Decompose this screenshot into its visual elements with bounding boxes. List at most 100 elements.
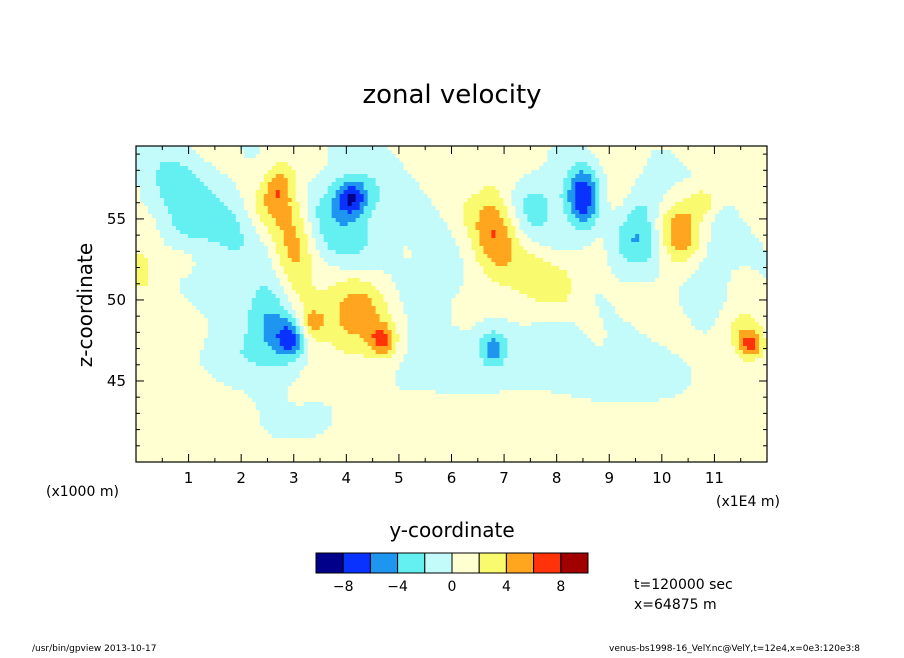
field-cell xyxy=(351,230,357,235)
field-cell xyxy=(279,330,285,335)
field-cell xyxy=(343,406,349,411)
field-cell xyxy=(319,226,325,231)
field-cell xyxy=(183,394,189,399)
field-cell xyxy=(219,294,225,299)
field-cell xyxy=(295,298,301,303)
field-cell xyxy=(155,330,161,335)
field-cell xyxy=(315,402,321,407)
field-cell xyxy=(235,458,241,463)
field-cell xyxy=(335,282,341,287)
field-cell xyxy=(267,190,273,195)
field-cell xyxy=(235,298,241,303)
field-cell xyxy=(319,186,325,191)
field-cell xyxy=(331,426,337,431)
field-cell xyxy=(275,242,281,247)
field-cell xyxy=(171,286,177,291)
field-cell xyxy=(299,414,305,419)
field-cell xyxy=(299,174,305,179)
field-cell xyxy=(167,430,173,435)
field-cell xyxy=(167,314,173,319)
field-cell xyxy=(199,254,205,259)
field-cell xyxy=(211,146,217,151)
field-cell xyxy=(379,294,385,299)
field-cell xyxy=(203,458,209,463)
field-cell xyxy=(319,274,325,279)
field-cell xyxy=(347,266,353,271)
field-cell xyxy=(219,358,225,363)
field-cell xyxy=(315,234,321,239)
field-cell xyxy=(143,358,149,363)
field-cell xyxy=(207,266,213,271)
field-cell xyxy=(136,422,141,427)
field-cell xyxy=(303,214,309,219)
field-cell xyxy=(259,162,265,167)
field-cell xyxy=(247,166,253,171)
field-cell xyxy=(299,162,305,167)
field-cell xyxy=(227,378,233,383)
field-cell xyxy=(143,246,149,251)
field-cell xyxy=(379,166,385,171)
field-cell xyxy=(143,306,149,311)
field-cell xyxy=(143,342,149,347)
field-cell xyxy=(307,326,313,331)
field-cell xyxy=(136,190,141,195)
field-cell xyxy=(279,430,285,435)
field-cell xyxy=(303,170,309,175)
field-cell xyxy=(151,246,157,251)
field-cell xyxy=(319,294,325,299)
field-cell xyxy=(323,210,329,215)
field-cell xyxy=(271,222,277,227)
field-cell xyxy=(275,258,281,263)
field-cell xyxy=(223,406,229,411)
field-cell xyxy=(147,298,153,303)
field-cell xyxy=(163,342,169,347)
field-cell xyxy=(136,414,141,419)
field-cell xyxy=(259,394,265,399)
field-cell xyxy=(363,438,369,443)
field-cell xyxy=(291,166,297,171)
field-cell xyxy=(239,254,245,259)
field-cell xyxy=(163,210,169,215)
field-cell xyxy=(383,198,389,203)
field-cell xyxy=(147,338,153,343)
field-cell xyxy=(251,158,257,163)
field-cell xyxy=(163,378,169,383)
field-cell xyxy=(319,190,325,195)
field-cell xyxy=(339,422,345,427)
field-cell xyxy=(255,430,261,435)
field-cell xyxy=(239,182,245,187)
field-cell xyxy=(187,234,193,239)
field-cell xyxy=(339,162,345,167)
field-cell xyxy=(151,150,157,155)
field-cell xyxy=(279,258,285,263)
field-cell xyxy=(151,254,157,259)
field-cell xyxy=(147,194,153,199)
field-cell xyxy=(136,418,141,423)
field-cell xyxy=(363,242,369,247)
field-cell xyxy=(383,442,389,447)
field-cell xyxy=(371,410,377,415)
field-cell xyxy=(207,262,213,267)
field-cell xyxy=(255,398,261,403)
field-cell xyxy=(335,226,341,231)
field-cell xyxy=(231,358,237,363)
field-cell xyxy=(159,266,165,271)
field-cell xyxy=(267,318,273,323)
field-cell xyxy=(255,386,261,391)
field-cell xyxy=(143,402,149,407)
field-cell xyxy=(231,278,237,283)
field-cell xyxy=(355,306,361,311)
field-cell xyxy=(195,206,201,211)
field-cell xyxy=(207,310,213,315)
field-cell xyxy=(323,458,329,463)
field-cell xyxy=(219,338,225,343)
field-cell xyxy=(151,270,157,275)
field-cell xyxy=(139,234,145,239)
field-cell xyxy=(379,306,385,311)
field-cell xyxy=(263,258,269,263)
field-cell xyxy=(267,434,273,439)
field-cell xyxy=(311,402,317,407)
field-cell xyxy=(343,390,349,395)
field-cell xyxy=(179,274,185,279)
field-cell xyxy=(275,378,281,383)
